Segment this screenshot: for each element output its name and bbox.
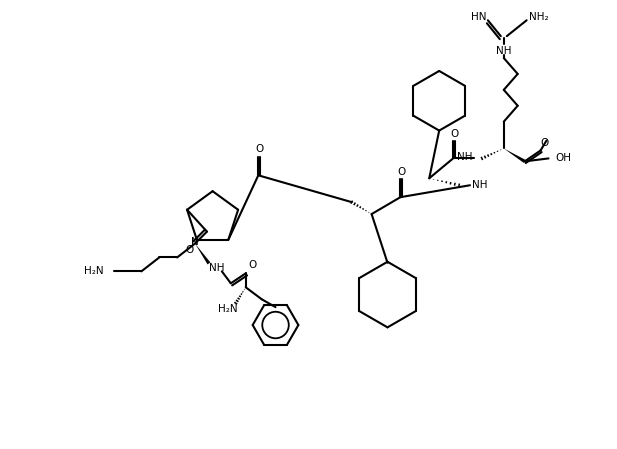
Polygon shape	[504, 149, 526, 163]
Text: NH: NH	[209, 264, 225, 273]
Text: H₂N: H₂N	[218, 304, 238, 314]
Text: NH: NH	[457, 152, 473, 163]
Text: NH: NH	[472, 180, 487, 190]
Text: N: N	[191, 237, 199, 247]
Text: O: O	[397, 167, 405, 177]
Text: H₂N: H₂N	[84, 266, 104, 277]
Text: NH₂: NH₂	[529, 12, 549, 22]
Polygon shape	[195, 243, 210, 264]
Text: O: O	[540, 137, 549, 148]
Text: HN: HN	[471, 12, 487, 22]
Text: O: O	[450, 128, 458, 139]
Text: O: O	[255, 145, 263, 154]
Text: OH: OH	[555, 154, 571, 163]
Text: O: O	[249, 260, 257, 270]
Text: NH: NH	[496, 46, 511, 56]
Text: O: O	[185, 245, 193, 255]
